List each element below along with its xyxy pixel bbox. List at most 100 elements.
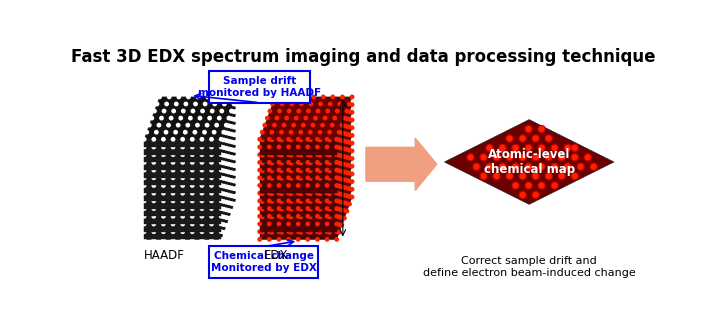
Circle shape	[223, 141, 226, 144]
Circle shape	[299, 164, 303, 167]
Circle shape	[220, 148, 224, 151]
Circle shape	[222, 184, 225, 188]
Polygon shape	[144, 112, 236, 155]
Circle shape	[155, 164, 159, 167]
Circle shape	[268, 230, 271, 234]
Circle shape	[552, 164, 557, 169]
Circle shape	[329, 172, 332, 175]
Circle shape	[191, 109, 195, 113]
Circle shape	[290, 102, 293, 106]
Polygon shape	[144, 185, 221, 193]
Circle shape	[200, 137, 204, 141]
Circle shape	[198, 170, 202, 174]
Circle shape	[157, 154, 161, 158]
Circle shape	[278, 125, 281, 128]
Circle shape	[278, 207, 280, 210]
Circle shape	[316, 125, 320, 128]
Circle shape	[280, 102, 284, 106]
Circle shape	[287, 202, 291, 205]
Circle shape	[167, 146, 170, 150]
Circle shape	[205, 177, 209, 181]
Polygon shape	[260, 147, 337, 155]
Circle shape	[273, 208, 276, 212]
Circle shape	[194, 195, 198, 198]
Circle shape	[155, 118, 159, 121]
Circle shape	[340, 154, 343, 158]
Circle shape	[258, 238, 261, 241]
Circle shape	[547, 174, 551, 178]
Circle shape	[506, 135, 513, 142]
Circle shape	[501, 164, 505, 169]
Circle shape	[282, 131, 286, 134]
Circle shape	[290, 161, 293, 165]
Circle shape	[487, 145, 492, 150]
Circle shape	[309, 156, 313, 160]
Circle shape	[198, 209, 202, 212]
Circle shape	[266, 124, 269, 127]
Circle shape	[324, 139, 327, 143]
Circle shape	[292, 141, 296, 145]
Circle shape	[329, 102, 332, 106]
Circle shape	[171, 199, 175, 203]
Circle shape	[326, 222, 329, 226]
Circle shape	[275, 147, 279, 151]
Circle shape	[306, 176, 309, 179]
Circle shape	[326, 148, 329, 151]
Circle shape	[152, 168, 156, 172]
Circle shape	[268, 148, 272, 151]
Circle shape	[532, 154, 539, 161]
Circle shape	[266, 139, 269, 143]
Circle shape	[160, 216, 163, 220]
Circle shape	[202, 200, 206, 203]
Circle shape	[341, 157, 344, 160]
Circle shape	[309, 130, 312, 134]
Circle shape	[210, 207, 213, 210]
Circle shape	[331, 162, 334, 165]
Circle shape	[268, 168, 271, 172]
Circle shape	[171, 207, 175, 210]
Circle shape	[270, 141, 274, 144]
Circle shape	[316, 179, 320, 182]
Circle shape	[220, 163, 224, 167]
Circle shape	[287, 176, 290, 179]
Circle shape	[219, 168, 223, 172]
Circle shape	[164, 138, 168, 141]
Circle shape	[176, 131, 180, 134]
Polygon shape	[260, 201, 337, 209]
Circle shape	[268, 153, 271, 156]
Circle shape	[158, 180, 161, 183]
Circle shape	[348, 110, 351, 113]
Circle shape	[213, 172, 217, 175]
Circle shape	[278, 230, 280, 234]
Circle shape	[184, 164, 188, 167]
Circle shape	[266, 209, 269, 212]
Circle shape	[307, 186, 310, 190]
Circle shape	[229, 209, 233, 213]
Circle shape	[292, 170, 295, 173]
Circle shape	[306, 161, 309, 164]
Circle shape	[181, 176, 184, 179]
Circle shape	[200, 215, 204, 218]
Circle shape	[177, 187, 181, 191]
Circle shape	[309, 118, 313, 121]
Circle shape	[210, 156, 214, 159]
Circle shape	[235, 111, 239, 114]
Circle shape	[182, 148, 185, 151]
Polygon shape	[144, 97, 236, 139]
Circle shape	[200, 161, 204, 164]
Circle shape	[222, 146, 225, 149]
Circle shape	[147, 223, 151, 227]
Circle shape	[261, 146, 264, 149]
Circle shape	[161, 192, 165, 195]
Circle shape	[290, 184, 293, 188]
Circle shape	[312, 177, 314, 181]
Circle shape	[194, 187, 198, 191]
Circle shape	[501, 145, 505, 150]
Circle shape	[287, 230, 290, 234]
Circle shape	[506, 154, 513, 161]
Circle shape	[215, 139, 218, 142]
Circle shape	[316, 132, 320, 136]
Circle shape	[287, 207, 290, 210]
Circle shape	[287, 117, 291, 120]
Circle shape	[290, 202, 293, 206]
